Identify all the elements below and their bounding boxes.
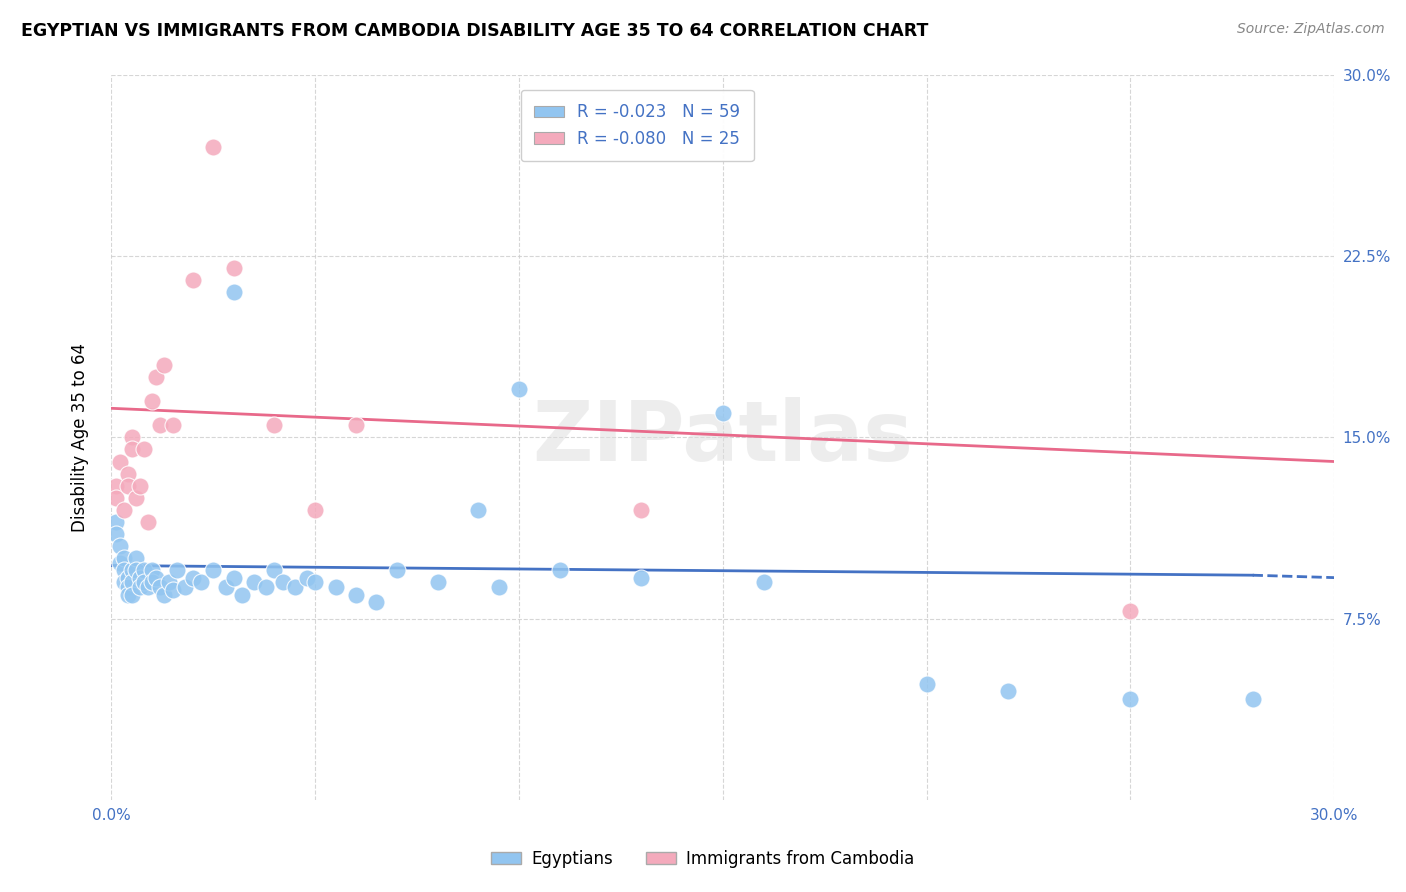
Point [231, 588, 253, 602]
Point [141, 394, 163, 409]
Point [117, 467, 139, 481]
Point [426, 575, 449, 590]
Point [385, 563, 408, 577]
Point [121, 442, 143, 457]
Point [202, 140, 225, 154]
Point [181, 571, 204, 585]
Point [141, 563, 163, 577]
Point [166, 563, 188, 577]
Text: ZIPatlas: ZIPatlas [533, 397, 914, 478]
Point [1119, 605, 1142, 619]
Point [136, 515, 159, 529]
Text: Source: ZipAtlas.com: Source: ZipAtlas.com [1237, 22, 1385, 37]
Point [153, 358, 176, 372]
Point [149, 418, 172, 433]
Point [112, 563, 135, 577]
Point [915, 677, 938, 691]
Point [263, 563, 285, 577]
Y-axis label: Disability Age 35 to 64: Disability Age 35 to 64 [72, 343, 89, 532]
Point [630, 503, 652, 517]
Text: EGYPTIAN VS IMMIGRANTS FROM CAMBODIA DISABILITY AGE 35 TO 64 CORRELATION CHART: EGYPTIAN VS IMMIGRANTS FROM CAMBODIA DIS… [21, 22, 928, 40]
Point [104, 527, 127, 541]
Point [711, 406, 734, 420]
Point [548, 563, 571, 577]
Point [202, 563, 225, 577]
Point [108, 454, 131, 468]
Point [630, 571, 652, 585]
Point [132, 575, 155, 590]
Point [752, 575, 775, 590]
Point [153, 588, 176, 602]
Point [117, 580, 139, 594]
Point [121, 588, 143, 602]
Point [129, 571, 152, 585]
Point [145, 571, 167, 585]
Point [325, 580, 347, 594]
Point [271, 575, 294, 590]
Point [132, 563, 155, 577]
Point [157, 575, 180, 590]
Point [214, 580, 236, 594]
Point [121, 563, 143, 577]
Point [108, 539, 131, 553]
Point [121, 430, 143, 444]
Point [243, 575, 266, 590]
Point [508, 382, 530, 396]
Point [344, 418, 367, 433]
Point [263, 418, 285, 433]
Point [125, 563, 148, 577]
Point [136, 580, 159, 594]
Point [129, 580, 152, 594]
Point [112, 551, 135, 566]
Point [132, 442, 155, 457]
Point [222, 260, 245, 275]
Point [112, 575, 135, 590]
Point [1119, 691, 1142, 706]
Point [488, 580, 510, 594]
Point [344, 588, 367, 602]
Point [149, 580, 172, 594]
Point [181, 273, 204, 287]
Legend: R = -0.023   N = 59, R = -0.080   N = 25: R = -0.023 N = 59, R = -0.080 N = 25 [520, 90, 754, 161]
Point [254, 580, 277, 594]
Point [284, 580, 307, 594]
Point [304, 575, 326, 590]
Point [173, 580, 195, 594]
Point [117, 479, 139, 493]
Point [366, 595, 388, 609]
Point [117, 571, 139, 585]
Point [222, 571, 245, 585]
Point [108, 556, 131, 570]
Point [222, 285, 245, 300]
Point [104, 491, 127, 505]
Point [1241, 691, 1264, 706]
Point [162, 582, 184, 597]
Point [162, 418, 184, 433]
Point [121, 575, 143, 590]
Point [117, 588, 139, 602]
Point [190, 575, 212, 590]
Point [145, 369, 167, 384]
Point [295, 571, 318, 585]
Point [125, 551, 148, 566]
Legend: Egyptians, Immigrants from Cambodia: Egyptians, Immigrants from Cambodia [485, 844, 921, 875]
Point [141, 575, 163, 590]
Point [129, 479, 152, 493]
Point [997, 684, 1019, 698]
Point [104, 515, 127, 529]
Point [104, 479, 127, 493]
Point [304, 503, 326, 517]
Point [467, 503, 489, 517]
Point [125, 491, 148, 505]
Point [112, 503, 135, 517]
